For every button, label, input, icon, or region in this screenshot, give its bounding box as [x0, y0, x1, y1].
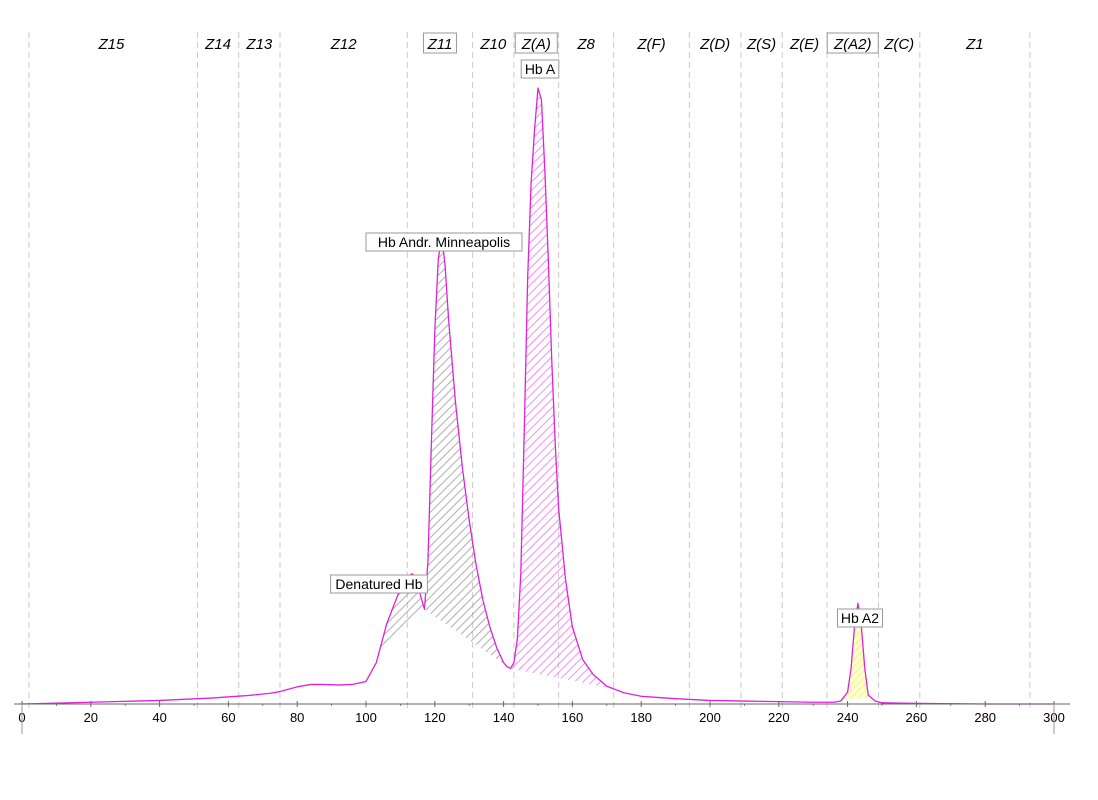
zone-label: Z12 [330, 36, 358, 53]
peak-fill [424, 236, 511, 669]
x-tick-label: 280 [974, 710, 996, 725]
x-tick-label: 260 [906, 710, 928, 725]
zone-labels: Z15 Z14 Z13 Z12 Z11 Z10 Z(A) Z8 Z(F) Z(D) Z(S) Z(E)… [98, 32, 984, 54]
peak-label-box [365, 232, 523, 252]
curve-layer [21, 87, 1054, 705]
peak-label: Hb A2 [841, 610, 879, 626]
zone-label-box [422, 32, 457, 54]
zone-label-box [514, 32, 558, 54]
zone-label-box [826, 32, 879, 54]
peak-fill [842, 604, 872, 699]
x-tick-label: 160 [562, 710, 584, 725]
peak-label: Hb A [525, 61, 556, 77]
x-tick-label: 200 [699, 710, 721, 725]
peak-label-box [520, 59, 560, 79]
peak-label: Hb Andr. Minneapolis [378, 234, 510, 250]
chromatogram-curve [21, 87, 1054, 705]
x-tick-label: 100 [355, 710, 377, 725]
x-tick-label: 60 [221, 710, 235, 725]
peak-fill [510, 90, 614, 689]
zone-label: Z(F) [636, 36, 665, 53]
zone-label: Z(E) [789, 36, 819, 53]
x-axis: 0204060801001201401601802002202402602803… [14, 701, 1070, 734]
x-tick-label: 80 [290, 710, 304, 725]
zone-label: Z13 [245, 36, 273, 53]
peak-fills [379, 90, 872, 699]
x-tick-label: 140 [493, 710, 515, 725]
zone-label: Z(C) [883, 36, 914, 53]
zone-label: Z10 [479, 36, 507, 53]
zone-label: Z(D) [699, 36, 730, 53]
x-tick-label: 120 [424, 710, 446, 725]
x-tick-label: 180 [630, 710, 652, 725]
zone-label: Z(A2) [833, 36, 872, 53]
zone-label: Z15 [98, 36, 126, 53]
x-tick-label: 20 [84, 710, 98, 725]
x-tick-label: 220 [768, 710, 790, 725]
zone-label: Z1 [965, 36, 984, 53]
zone-label: Z14 [204, 36, 231, 53]
zone-label: Z11 [427, 36, 453, 53]
zone-label: Z(S) [746, 36, 776, 53]
peak-label-box [837, 608, 883, 628]
peak-label: Denatured Hb [335, 576, 422, 592]
peak-labels: Denatured Hb Hb Andr. Minneapolis Hb A Hb A… [330, 59, 883, 628]
zone-label: Z(A) [521, 36, 551, 53]
x-tick-label: 40 [152, 710, 166, 725]
x-tick-label: 240 [837, 710, 859, 725]
zone-label: Z8 [576, 36, 595, 53]
peak-label-box [330, 574, 428, 594]
